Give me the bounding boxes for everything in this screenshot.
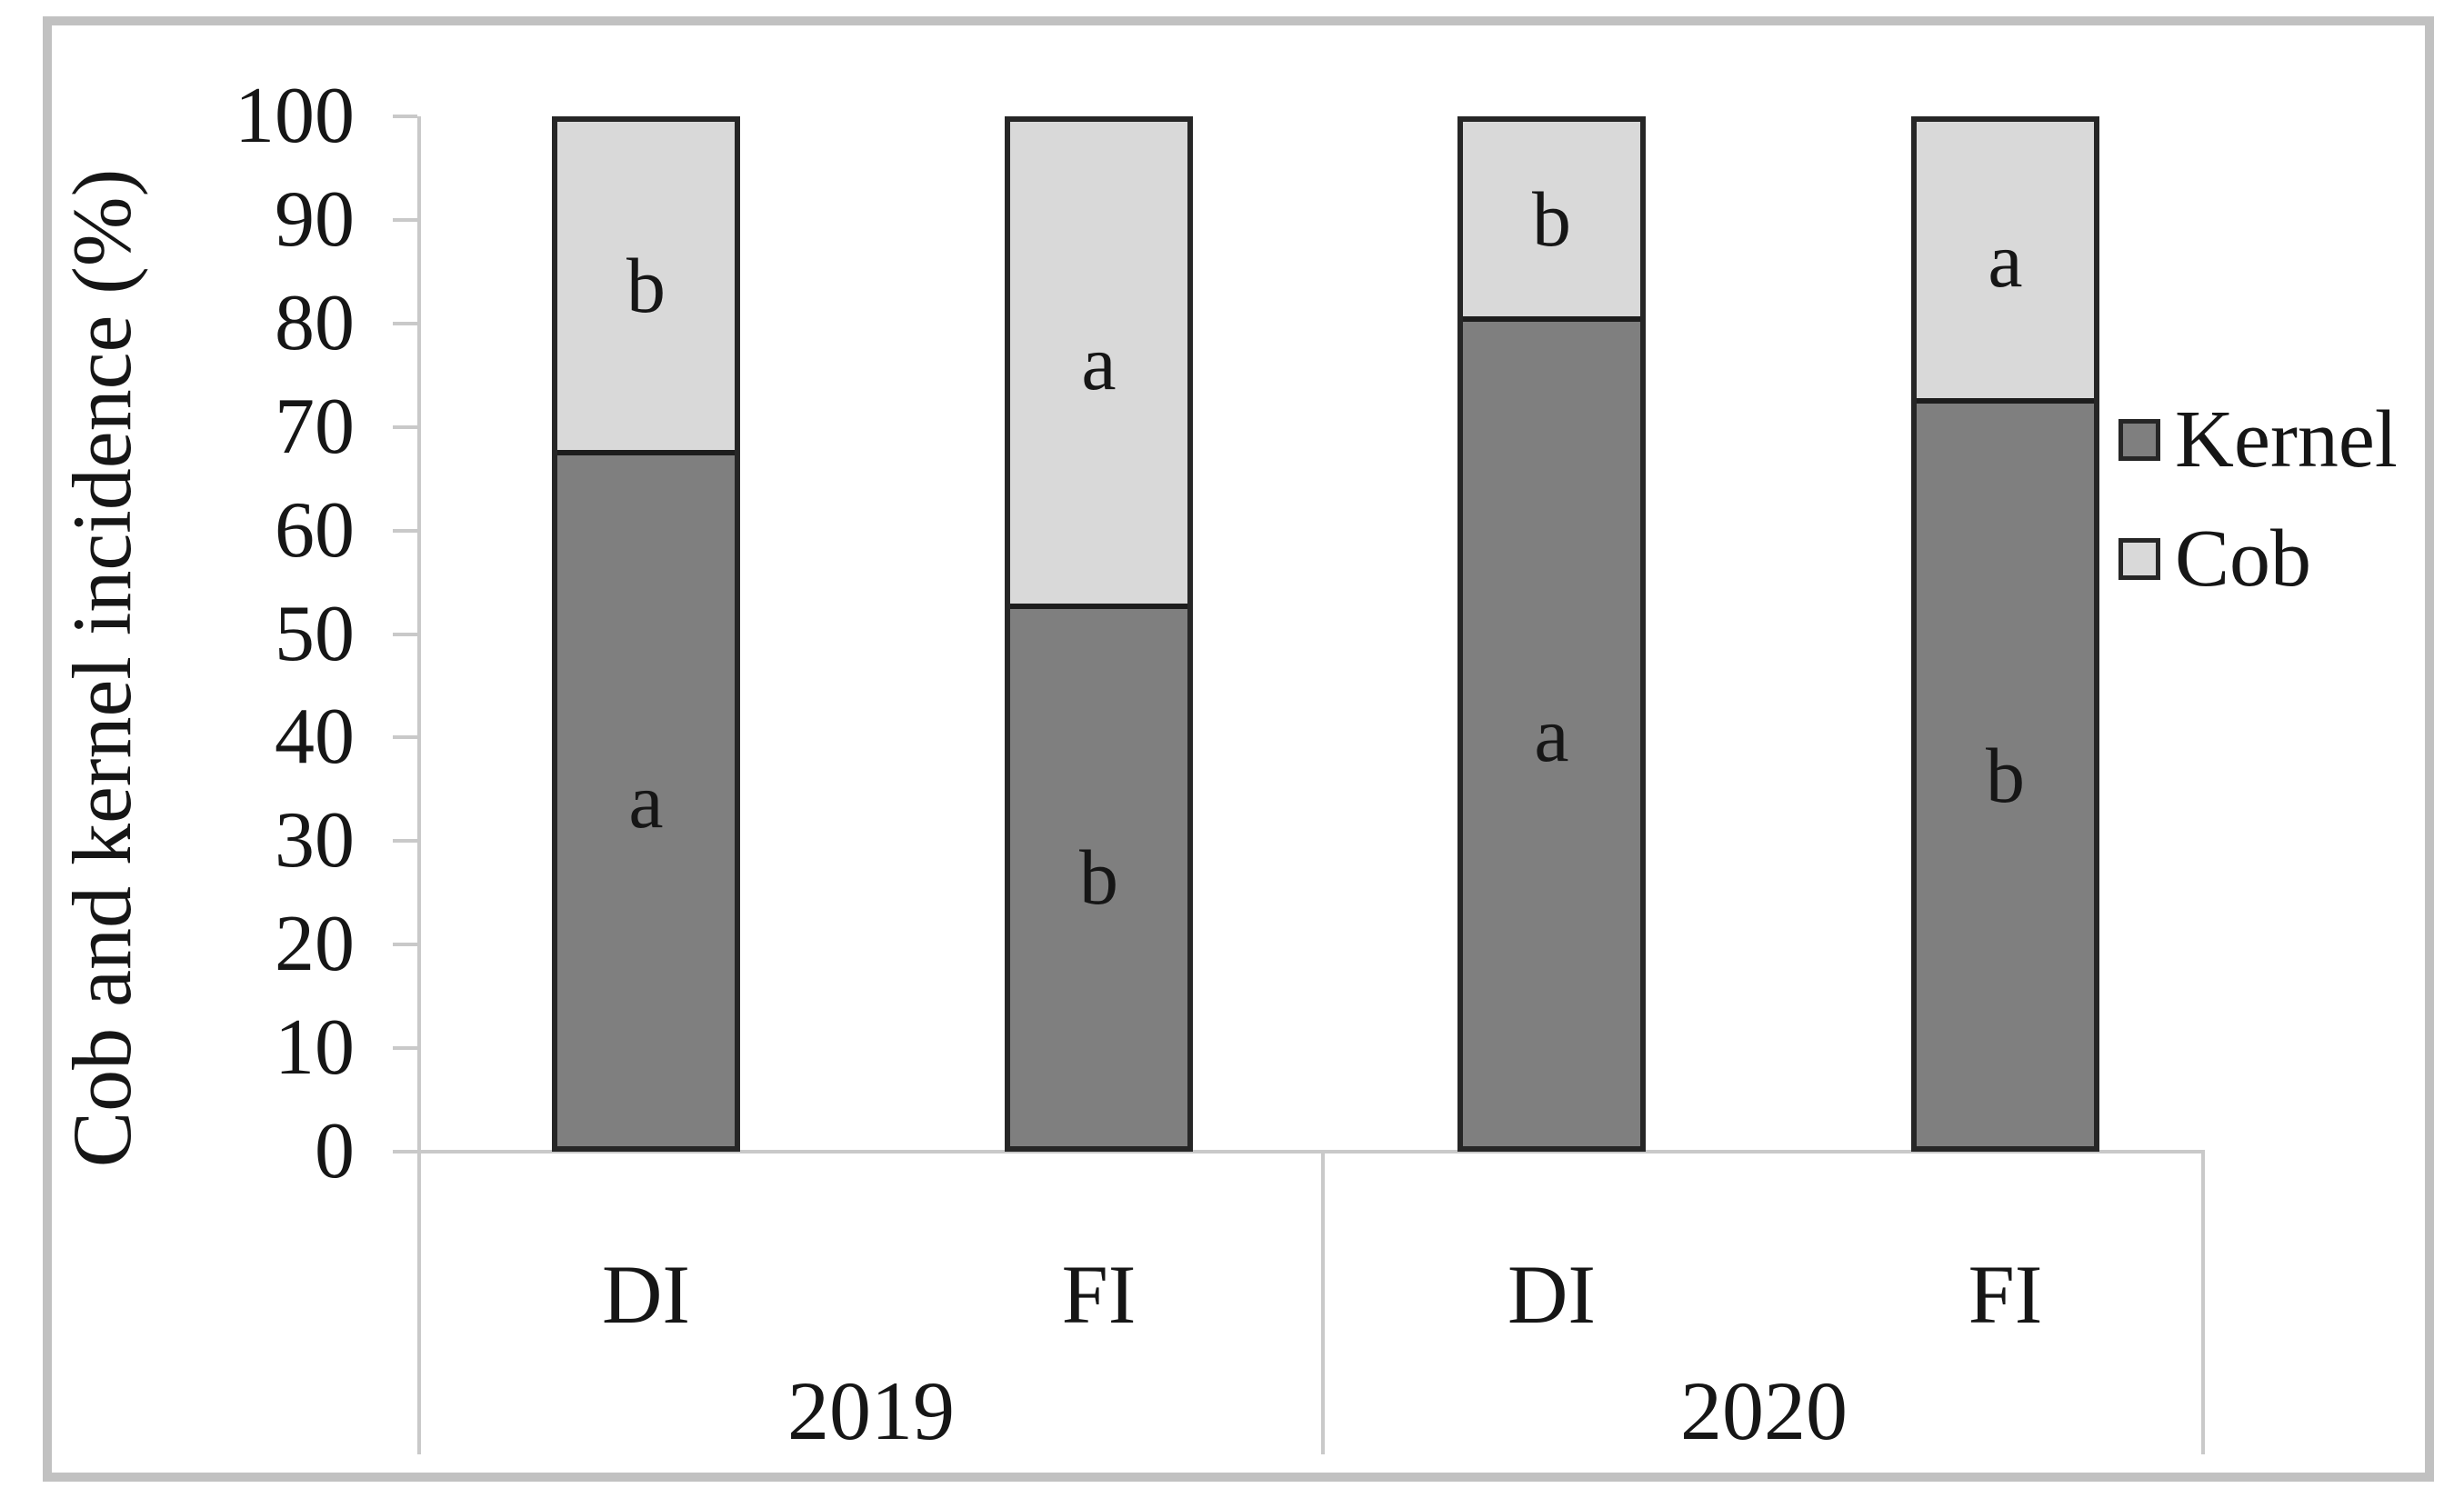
y-tick-label-10: 10 xyxy=(275,1004,355,1093)
y-tick-label-50: 50 xyxy=(275,589,355,678)
y-tick-label-100: 100 xyxy=(235,72,355,160)
y-tick-label-60: 60 xyxy=(275,485,355,574)
cob-swatch-icon xyxy=(2118,538,2160,580)
legend-item-kernel: Kernel xyxy=(2118,398,2398,482)
category-label-fi-1: FI xyxy=(1061,1248,1137,1341)
y-tick-label-20: 20 xyxy=(275,900,355,989)
cob-segment: b xyxy=(1463,122,1640,317)
legend-item-cob: Cob xyxy=(2118,517,2311,601)
group-separator-right xyxy=(2201,1152,2205,1454)
significance-letter-kernel: a xyxy=(628,756,664,844)
year-label-2019: 2019 xyxy=(787,1364,955,1457)
year-label-2020: 2020 xyxy=(1680,1364,1848,1457)
cob-segment: b xyxy=(557,122,735,450)
y-tick-label-0: 0 xyxy=(315,1107,355,1195)
y-tick-mark-70 xyxy=(393,424,417,429)
y-tick-mark-40 xyxy=(393,735,417,740)
y-tick-mark-30 xyxy=(393,839,417,844)
legend-label-kernel: Kernel xyxy=(2175,394,2398,484)
y-tick-mark-100 xyxy=(393,115,417,118)
category-label-fi-3: FI xyxy=(1968,1248,2043,1341)
kernel-segment: b xyxy=(1917,398,2094,1146)
group-separator-middle xyxy=(1321,1152,1325,1454)
y-tick-mark-0 xyxy=(393,1150,417,1153)
y-tick-mark-90 xyxy=(393,217,417,222)
y-tick-mark-80 xyxy=(393,321,417,325)
y-tick-label-80: 80 xyxy=(275,278,355,367)
kernel-segment: a xyxy=(557,449,735,1146)
significance-letter-cob: b xyxy=(626,242,666,330)
kernel-segment: b xyxy=(1010,603,1187,1146)
significance-letter-kernel: a xyxy=(1534,690,1569,778)
y-tick-mark-20 xyxy=(393,943,417,947)
y-tick-label-90: 90 xyxy=(275,175,355,264)
significance-letter-kernel: b xyxy=(1986,731,2025,819)
significance-letter-cob: a xyxy=(1081,318,1117,406)
category-label-di-2: DI xyxy=(1507,1248,1597,1341)
y-tick-mark-50 xyxy=(393,632,417,636)
y-tick-mark-10 xyxy=(393,1046,417,1051)
y-tick-label-30: 30 xyxy=(275,796,355,885)
kernel-segment: a xyxy=(1463,316,1640,1146)
y-axis-line xyxy=(417,116,421,1454)
x-axis-line xyxy=(417,1150,2205,1153)
y-tick-mark-60 xyxy=(393,528,417,533)
cob-segment: a xyxy=(1010,122,1187,604)
category-label-di-0: DI xyxy=(601,1248,691,1341)
legend-label-cob: Cob xyxy=(2175,514,2312,604)
significance-letter-cob: a xyxy=(1988,216,2023,305)
significance-letter-cob: b xyxy=(1532,175,1571,264)
y-tick-label-40: 40 xyxy=(275,693,355,782)
cob-segment: a xyxy=(1917,122,2094,399)
y-tick-label-70: 70 xyxy=(275,382,355,471)
kernel-swatch-icon xyxy=(2118,419,2160,461)
significance-letter-kernel: b xyxy=(1079,834,1118,922)
